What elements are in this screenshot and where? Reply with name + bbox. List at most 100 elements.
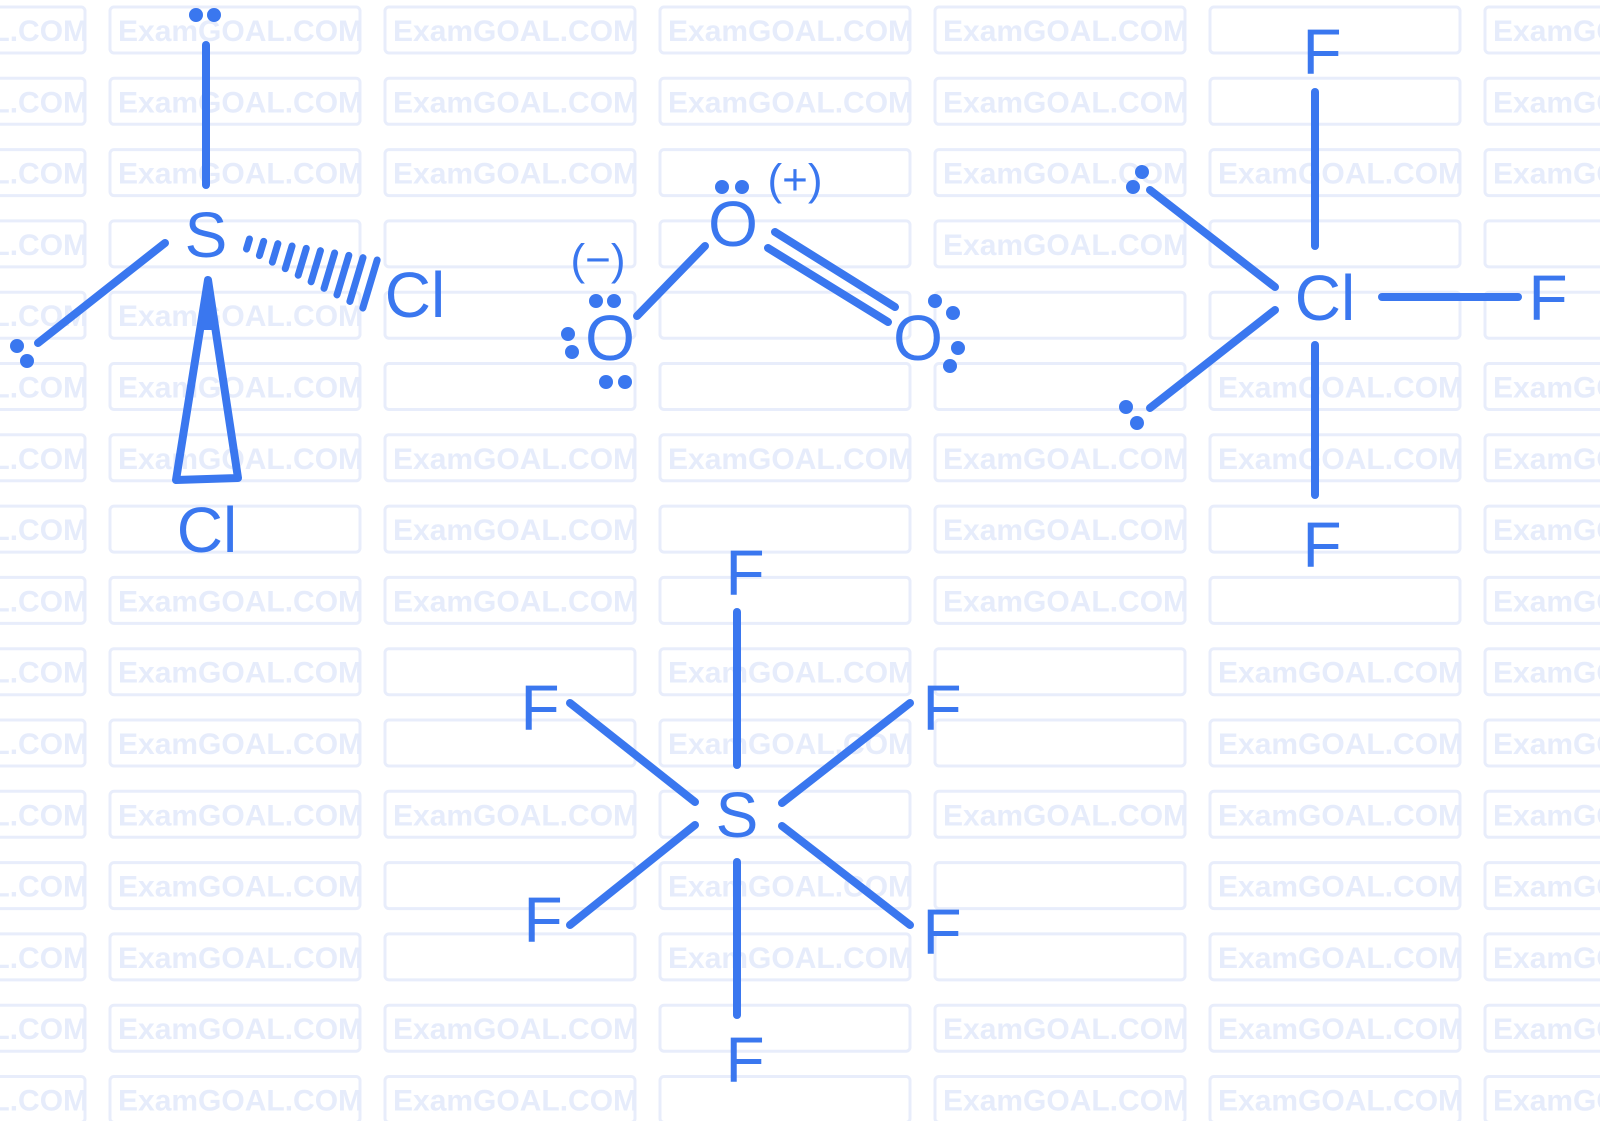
watermark-box xyxy=(383,1075,637,1121)
watermark-text: ExamGOAL.COM xyxy=(118,585,363,618)
watermark-text: ExamGOAL.COM xyxy=(1218,158,1463,191)
watermark-text: ExamGOAL.COM xyxy=(0,1013,88,1046)
watermark-text: ExamGOAL.COM xyxy=(0,728,88,761)
watermark-text: ExamGOAL.COM xyxy=(1493,657,1600,690)
watermark-text: ExamGOAL.COM xyxy=(1218,443,1463,476)
watermark-text: ExamGOAL.COM xyxy=(1493,1013,1600,1046)
molecule-sf6: S F F F F F F xyxy=(520,537,961,1096)
watermark-text: ExamGOAL.COM xyxy=(1218,657,1463,690)
negative-charge: (−) xyxy=(571,236,626,285)
watermark-text: ExamGOAL.COM xyxy=(118,1013,363,1046)
watermark-box xyxy=(1483,575,1600,625)
watermark-box xyxy=(1208,148,1462,198)
watermark-text: ExamGOAL.COM xyxy=(118,158,363,191)
watermark-box xyxy=(0,789,87,839)
lone-pair-dot xyxy=(715,180,729,194)
watermark-text: ExamGOAL.COM xyxy=(1493,1085,1600,1118)
watermark-text: ExamGOAL.COM xyxy=(943,86,1188,119)
watermark-text: ExamGOAL.COM xyxy=(1493,15,1600,48)
watermark-text: ExamGOAL.COM xyxy=(0,799,88,832)
lone-pair-dot xyxy=(561,327,575,341)
lone-pair-dot xyxy=(1126,180,1140,194)
watermark-text: ExamGOAL.COM xyxy=(668,15,913,48)
watermark-text: ExamGOAL.COM xyxy=(118,300,363,333)
watermark-box xyxy=(658,575,912,625)
watermark-box xyxy=(1208,76,1462,126)
atom-f-top: F xyxy=(725,537,764,609)
watermark-text: ExamGOAL.COM xyxy=(0,942,88,975)
watermark-text: ExamGOAL.COM xyxy=(668,86,913,119)
watermark-box xyxy=(933,1003,1187,1053)
watermark-text: ExamGOAL.COM xyxy=(393,799,638,832)
watermark-box xyxy=(933,433,1187,483)
watermark-text: ExamGOAL.COM xyxy=(943,443,1188,476)
watermark-text: ExamGOAL.COM xyxy=(0,15,88,48)
watermark-text: ExamGOAL.COM xyxy=(1493,372,1600,405)
watermark-box xyxy=(0,362,87,411)
watermark-text: ExamGOAL.COM xyxy=(943,1013,1188,1046)
solid-wedge-bond xyxy=(172,276,242,484)
watermark-box xyxy=(383,789,637,839)
watermark-box xyxy=(658,789,912,839)
watermark-box xyxy=(0,148,87,198)
watermark-box xyxy=(933,861,1187,911)
watermark-box xyxy=(1483,789,1600,839)
watermark-box xyxy=(1208,1003,1462,1053)
watermark-box xyxy=(1208,789,1462,839)
lone-pair-dot xyxy=(1130,416,1144,430)
watermark-box xyxy=(108,290,362,340)
watermark-box xyxy=(933,647,1187,697)
watermark-box xyxy=(933,789,1187,839)
atom-s: S xyxy=(185,199,228,271)
watermark-text: ExamGOAL.COM xyxy=(393,86,638,119)
watermark-box xyxy=(658,1075,912,1121)
watermark-box xyxy=(1483,932,1600,982)
atom-f-lower-right: F xyxy=(922,896,961,968)
watermark-box xyxy=(1483,718,1600,768)
watermark-box xyxy=(1483,861,1600,911)
double-bond-line xyxy=(764,244,892,326)
lone-pair-dot xyxy=(20,354,34,368)
watermark-text: ExamGOAL.COM xyxy=(1493,942,1600,975)
solid-wedge-fill xyxy=(200,285,216,330)
watermark-layer: ExamGOAL.COM ExamGOAL.COM ExamGOAL.COM Exam… xyxy=(0,5,1600,1121)
watermark-text: ExamGOAL.COM xyxy=(118,657,363,690)
watermark-box xyxy=(108,1003,362,1053)
watermark-text: ExamGOAL.COM xyxy=(393,1013,638,1046)
watermark-box xyxy=(0,932,87,982)
lone-pair-dot xyxy=(928,294,942,308)
watermark-box xyxy=(1483,1003,1600,1053)
watermark-box xyxy=(933,718,1187,768)
hash-mark xyxy=(243,235,253,253)
atom-f-top: F xyxy=(1302,16,1341,88)
atom-f-upper-left: F xyxy=(520,672,559,744)
watermark-box xyxy=(108,148,362,198)
molecule-scl2: S Cl Cl xyxy=(10,8,445,566)
watermark-box xyxy=(383,5,637,55)
watermark-box xyxy=(658,861,912,911)
watermark-text: ExamGOAL.COM xyxy=(668,443,913,476)
atom-cl-right: Cl xyxy=(385,259,445,331)
watermark-text: ExamGOAL.COM xyxy=(393,1085,638,1118)
watermark-box xyxy=(108,789,362,839)
watermark-text: ExamGOAL.COM xyxy=(1493,871,1600,904)
hash-mark xyxy=(255,237,268,260)
hash-mark xyxy=(307,247,324,286)
watermark-box xyxy=(108,1075,362,1121)
watermark-box xyxy=(0,718,87,768)
lone-pair-dot xyxy=(943,359,957,373)
hash-mark xyxy=(333,251,353,299)
watermark-box xyxy=(933,5,1187,55)
watermark-box xyxy=(1208,1075,1462,1121)
watermark-text: ExamGOAL.COM xyxy=(0,158,88,191)
watermark-box xyxy=(1208,290,1462,340)
watermark-box xyxy=(658,433,912,483)
hash-mark xyxy=(294,244,310,279)
lone-pair-dot xyxy=(589,294,603,308)
bond-f-lower-right xyxy=(778,822,914,929)
watermark-text: ExamGOAL.COM xyxy=(0,585,88,618)
watermark-text: ExamGOAL.COM xyxy=(0,657,88,690)
watermark-text: ExamGOAL.COM xyxy=(0,514,88,547)
positive-charge: (+) xyxy=(768,156,823,205)
